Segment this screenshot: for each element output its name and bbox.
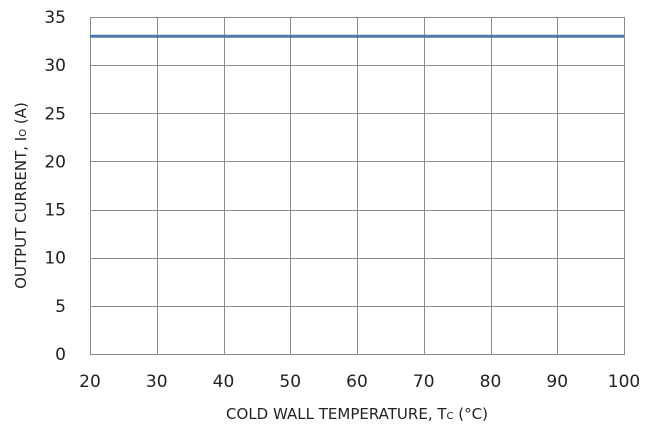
x-tick-label: 70 xyxy=(413,372,435,392)
y-tick-label: 0 xyxy=(55,345,66,365)
y-axis-title-subscript: O xyxy=(18,129,29,137)
x-tick-label: 60 xyxy=(346,372,368,392)
x-axis-title-unit: (°C) xyxy=(454,405,488,423)
y-tick-label: 35 xyxy=(44,8,66,28)
x-tick-label: 100 xyxy=(608,372,640,392)
x-tick-label: 90 xyxy=(546,372,568,392)
x-tick-label: 40 xyxy=(213,372,235,392)
x-tick-labels: 20 30 40 50 60 70 80 90 100 xyxy=(79,372,640,392)
y-tick-label: 30 xyxy=(44,56,66,76)
y-axis-title: OUTPUT CURRENT, IO (A) xyxy=(12,102,30,289)
grid xyxy=(90,17,625,355)
plot-frame xyxy=(90,17,625,355)
y-tick-label: 10 xyxy=(44,249,66,269)
x-tick-label: 80 xyxy=(480,372,502,392)
x-tick-label: 50 xyxy=(279,372,301,392)
x-tick-label: 30 xyxy=(146,372,168,392)
x-tick-label: 20 xyxy=(79,372,101,392)
x-axis-title: COLD WALL TEMPERATURE, TC (°C) xyxy=(226,405,488,423)
x-axis-title-main: COLD WALL TEMPERATURE, T xyxy=(226,405,447,423)
y-axis-title-unit: (A) xyxy=(12,102,30,129)
x-axis-title-subscript: C xyxy=(447,411,454,422)
y-tick-label: 20 xyxy=(44,152,66,172)
y-tick-label: 15 xyxy=(44,201,66,221)
y-tick-label: 5 xyxy=(55,297,66,317)
y-tick-labels: 0 5 10 15 20 25 30 35 xyxy=(44,8,66,365)
y-axis-title-main: OUTPUT CURRENT, I xyxy=(12,137,30,289)
y-tick-label: 25 xyxy=(44,104,66,124)
